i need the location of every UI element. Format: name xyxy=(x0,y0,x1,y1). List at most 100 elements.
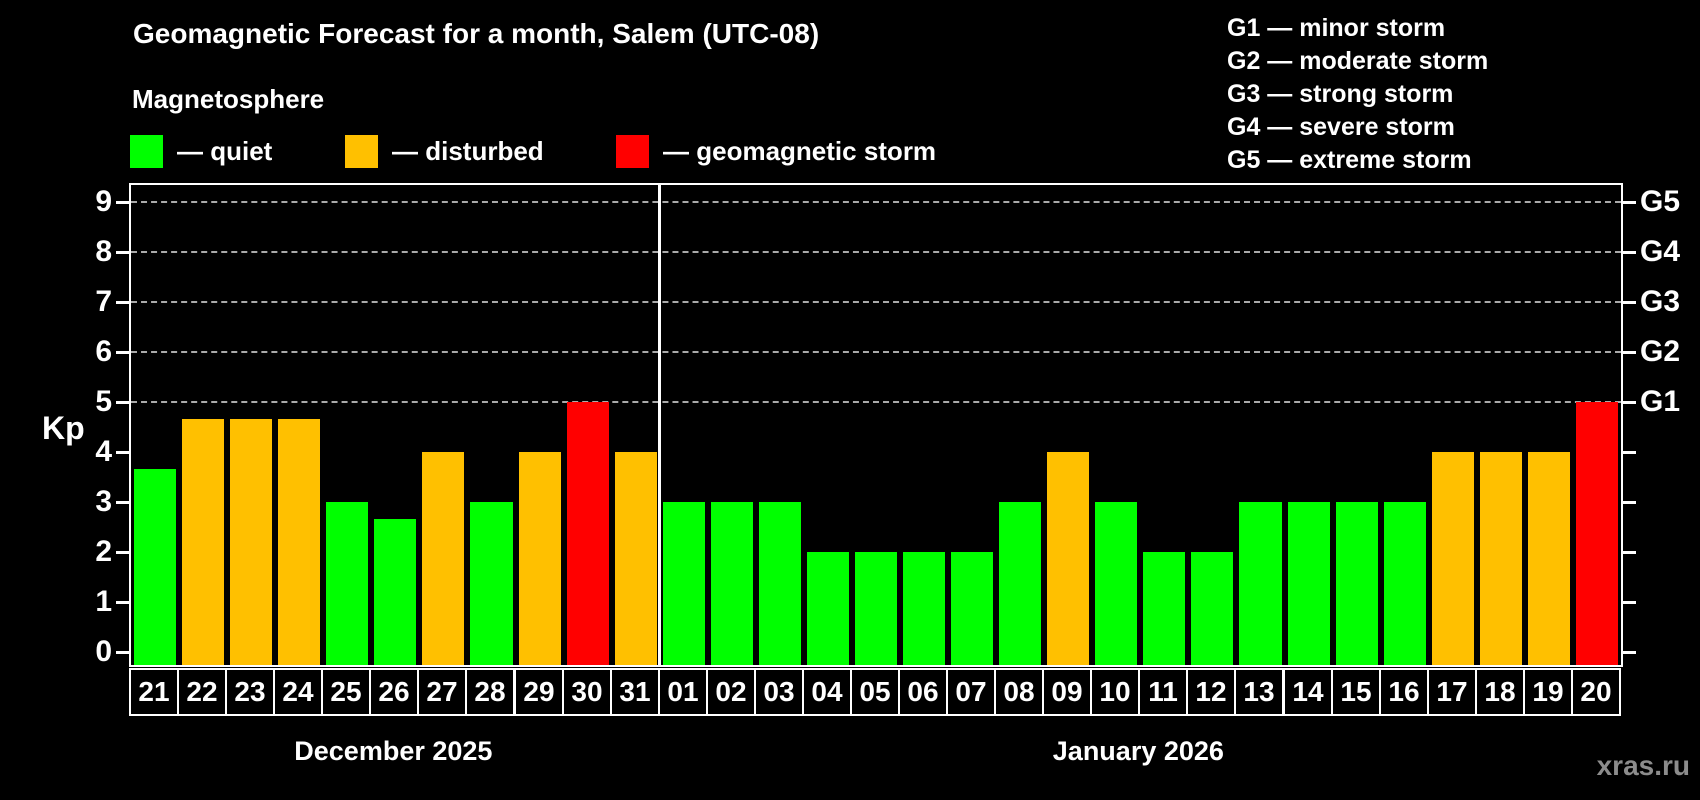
y-axis-tick-left xyxy=(116,251,129,254)
day-cell: 24 xyxy=(273,668,323,716)
y-axis-tick-right xyxy=(1623,551,1636,554)
y-axis-tick-right xyxy=(1623,501,1636,504)
day-cell: 19 xyxy=(1523,668,1573,716)
kp-bar-day-09 xyxy=(1047,452,1090,665)
y-axis-tick-left xyxy=(116,201,129,204)
gridline-kp6 xyxy=(131,351,1621,353)
day-cell: 08 xyxy=(994,668,1044,716)
y-axis-tick-right xyxy=(1623,201,1636,204)
day-cell: 18 xyxy=(1475,668,1525,716)
gridline-kp5 xyxy=(131,401,1621,403)
day-cell: 14 xyxy=(1283,668,1333,716)
day-cell: 11 xyxy=(1138,668,1188,716)
gridline-kp8 xyxy=(131,251,1621,253)
day-cell: 17 xyxy=(1427,668,1477,716)
kp-bar-day-06 xyxy=(903,552,946,665)
kp-bar-day-23 xyxy=(230,418,273,665)
day-cell: 22 xyxy=(177,668,227,716)
kp-bar-day-25 xyxy=(326,502,369,665)
y-tick-label: 8 xyxy=(95,235,112,268)
g-scale-label-g5: G5 xyxy=(1640,185,1681,218)
kp-bar-day-18 xyxy=(1479,452,1522,665)
y-tick-label: 3 xyxy=(95,485,112,518)
day-cell: 09 xyxy=(1042,668,1092,716)
day-cell: 28 xyxy=(465,668,515,716)
day-cell: 05 xyxy=(850,668,900,716)
y-axis-tick-right xyxy=(1623,301,1636,304)
y-tick-label: 7 xyxy=(95,285,112,318)
month-label: December 2025 xyxy=(294,736,493,766)
y-tick-label: 6 xyxy=(95,335,112,368)
legend-label-quiet: — quiet xyxy=(177,135,273,166)
day-cell: 01 xyxy=(658,668,708,716)
kp-bar-day-22 xyxy=(182,418,225,665)
y-axis-tick-right xyxy=(1623,251,1636,254)
day-cell: 27 xyxy=(417,668,467,716)
g-scale-label-g3: G3 xyxy=(1640,285,1681,318)
storm-scale-legend: G1 — minor storm G2 — moderate storm G3 … xyxy=(1227,12,1488,177)
y-axis-tick-left xyxy=(116,601,129,604)
y-tick-label: 5 xyxy=(95,385,112,418)
kp-bar-day-17 xyxy=(1431,452,1474,665)
g4-legend-line: G4 — severe storm xyxy=(1227,113,1455,141)
legend-label-storm: — geomagnetic storm xyxy=(663,135,937,166)
day-cell: 03 xyxy=(754,668,804,716)
y-axis-tick-left xyxy=(116,301,129,304)
quiet-color-swatch xyxy=(130,134,163,168)
storm-color-swatch xyxy=(616,134,649,168)
legend-item-storm: — geomagnetic storm xyxy=(616,133,936,169)
day-cell: 13 xyxy=(1234,668,1284,716)
y-axis-tick-left xyxy=(116,501,129,504)
day-cell: 21 xyxy=(129,668,179,716)
kp-bar-day-20 xyxy=(1575,402,1618,665)
day-cell: 25 xyxy=(321,668,371,716)
g5-legend-line: G5 — extreme storm xyxy=(1227,146,1472,174)
g1-legend-line: G1 — minor storm xyxy=(1227,14,1446,42)
kp-bar-day-30 xyxy=(566,402,609,665)
kp-bar-day-10 xyxy=(1095,502,1138,665)
y-axis-tick-left xyxy=(116,401,129,404)
page-title: Geomagnetic Forecast for a month, Salem … xyxy=(133,18,820,49)
g-scale-label-g1: G1 xyxy=(1640,385,1681,418)
kp-bar-day-16 xyxy=(1383,502,1426,665)
y-tick-label: 0 xyxy=(95,635,112,668)
y-axis-tick-left xyxy=(116,651,129,654)
day-cell: 20 xyxy=(1571,668,1621,716)
day-cell: 29 xyxy=(514,668,564,716)
kp-bar-day-02 xyxy=(710,502,753,665)
day-cell: 06 xyxy=(898,668,948,716)
day-cell: 15 xyxy=(1331,668,1381,716)
month-label: January 2026 xyxy=(1052,736,1224,766)
g3-legend-line: G3 — strong storm xyxy=(1227,80,1454,108)
kp-bar-day-27 xyxy=(422,452,465,665)
kp-bar-day-04 xyxy=(806,552,849,665)
kp-bar-day-21 xyxy=(134,468,177,665)
y-tick-label: 1 xyxy=(95,585,112,618)
day-cell: 26 xyxy=(369,668,419,716)
disturbed-color-swatch xyxy=(345,134,378,168)
day-cell: 30 xyxy=(562,668,612,716)
month-separator xyxy=(658,185,662,665)
kp-bar-day-05 xyxy=(854,552,898,665)
day-cell: 02 xyxy=(706,668,756,716)
kp-bar-day-15 xyxy=(1335,502,1378,665)
kp-bar-day-08 xyxy=(999,502,1042,665)
kp-bar-day-24 xyxy=(278,418,321,665)
gridline-kp9 xyxy=(131,201,1621,203)
legend-item-quiet: — quiet xyxy=(130,133,272,169)
g-scale-label-g2: G2 xyxy=(1640,335,1681,368)
magnetosphere-label: Magnetosphere xyxy=(132,84,325,114)
kp-bar-day-12 xyxy=(1191,552,1234,665)
day-cell: 23 xyxy=(225,668,275,716)
kp-bar-day-07 xyxy=(951,552,994,665)
y-axis-tick-right xyxy=(1623,601,1636,604)
y-axis-tick-right xyxy=(1623,651,1636,654)
y-tick-label: 2 xyxy=(95,535,112,568)
y-axis-tick-right xyxy=(1623,401,1636,404)
kp-bar-day-13 xyxy=(1239,502,1282,665)
day-cell: 31 xyxy=(610,668,660,716)
y-axis-tick-left xyxy=(116,551,129,554)
legend-label-disturbed: — disturbed xyxy=(392,135,544,166)
day-cell: 04 xyxy=(802,668,852,716)
